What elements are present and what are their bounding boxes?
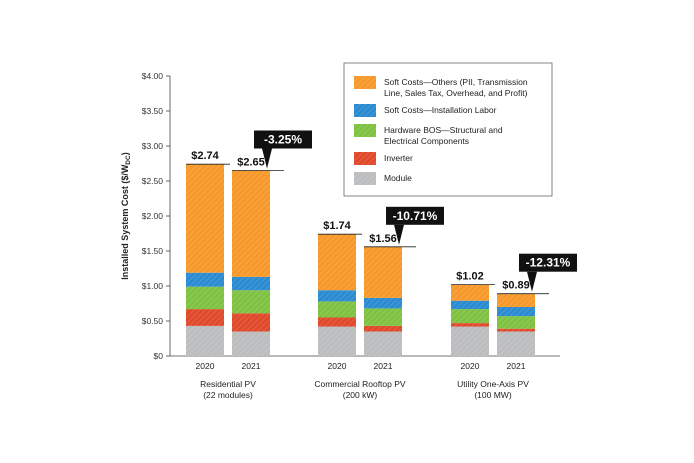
bar-segment-texture xyxy=(497,328,535,332)
bar-segment-texture xyxy=(364,308,402,326)
bar-segment-texture xyxy=(232,290,270,314)
legend-label: Electrical Components xyxy=(384,136,469,146)
legend-swatch-texture xyxy=(354,152,376,165)
legend-label: Soft Costs—Others (PII, Transmission xyxy=(384,77,528,87)
category-label: Commercial Rooftop PV xyxy=(314,379,406,389)
legend-swatch-texture xyxy=(354,124,376,137)
legend-swatch-texture xyxy=(354,172,376,185)
category-sublabel: (100 MW) xyxy=(474,390,511,400)
bar-segment-texture xyxy=(318,301,356,318)
bar-segment-texture xyxy=(186,272,224,287)
bar-year-label: 2020 xyxy=(328,361,347,371)
legend-label: Hardware BOS—Structural and xyxy=(384,125,503,135)
y-axis-label: Installed System Cost ($/WDC) xyxy=(120,152,132,279)
bar-segment-texture xyxy=(186,325,224,356)
change-badge-pointer xyxy=(527,271,537,292)
bar-segment-texture xyxy=(497,331,535,356)
legend-label: Line, Sales Tax, Overhead, and Profit) xyxy=(384,88,528,98)
y-tick-label: $1.50 xyxy=(142,246,164,256)
change-badge-pointer xyxy=(262,148,272,169)
legend-label: Module xyxy=(384,173,412,183)
bar-segment-texture xyxy=(186,286,224,310)
bar-segment-texture xyxy=(186,164,224,273)
bar-segment-texture xyxy=(497,307,535,317)
bar-segment-texture xyxy=(451,323,489,327)
bar-segment-texture xyxy=(232,313,270,332)
legend: Soft Costs—Others (PII, TransmissionLine… xyxy=(343,62,553,197)
legend-swatch-texture xyxy=(354,104,376,117)
legend-label: Soft Costs—Installation Labor xyxy=(384,105,497,115)
bar-segment-texture xyxy=(364,325,402,332)
bar-segment-texture xyxy=(497,293,535,307)
change-badge xyxy=(254,130,312,149)
bar-total-label: $1.56 xyxy=(369,233,397,245)
bar-segment-texture xyxy=(232,276,270,291)
bar-segment-texture xyxy=(318,326,356,356)
bar-year-label: 2021 xyxy=(507,361,526,371)
y-tick-label: $2.00 xyxy=(142,211,164,221)
bar-segment-texture xyxy=(186,309,224,326)
change-badge xyxy=(386,206,444,225)
bar-total-label: $0.89 xyxy=(502,280,530,292)
category-sublabel: (200 kW) xyxy=(343,390,378,400)
bar-total-label: $1.74 xyxy=(323,220,351,232)
bars-layer xyxy=(186,164,535,356)
bar-segment-texture xyxy=(451,300,489,310)
category-label: Utility One-Axis PV xyxy=(457,379,529,389)
bar-total-label: $1.02 xyxy=(456,271,484,283)
change-percent-label: -3.25% xyxy=(264,133,302,147)
bar-segment-texture xyxy=(232,331,270,356)
y-tick-label: $2.50 xyxy=(142,176,164,186)
y-tick-label: $0 xyxy=(154,351,164,361)
change-badge xyxy=(519,253,577,272)
bar-total-label: $2.65 xyxy=(237,157,265,169)
bar-segment-texture xyxy=(364,331,402,356)
change-badge-pointer xyxy=(394,224,404,245)
legend-box xyxy=(343,62,553,197)
change-percent-label: -12.31% xyxy=(526,256,571,270)
legend-swatch-texture xyxy=(354,76,376,89)
y-tick-label: $3.00 xyxy=(142,141,164,151)
legend-label: Inverter xyxy=(384,153,413,163)
bar-segment-texture xyxy=(318,290,356,302)
y-tick-label: $3.50 xyxy=(142,106,164,116)
bar-segment-texture xyxy=(364,297,402,309)
change-percent-label: -10.71% xyxy=(393,209,438,223)
bar-year-label: 2020 xyxy=(196,361,215,371)
bar-segment-texture xyxy=(497,316,535,329)
y-tick-label: $0.50 xyxy=(142,316,164,326)
bar-segment-texture xyxy=(364,246,402,298)
bar-segment-texture xyxy=(451,326,489,356)
category-sublabel: (22 modules) xyxy=(203,390,253,400)
bar-segment-texture xyxy=(318,317,356,327)
bar-segment-texture xyxy=(451,309,489,324)
bar-year-label: 2021 xyxy=(242,361,261,371)
bar-segment-texture xyxy=(232,170,270,277)
y-tick-label: $4.00 xyxy=(142,71,164,81)
bar-year-label: 2021 xyxy=(374,361,393,371)
bar-total-label: $2.74 xyxy=(191,150,219,162)
bar-segment-texture xyxy=(451,284,489,301)
bar-segment-texture xyxy=(318,234,356,291)
y-tick-label: $1.00 xyxy=(142,281,164,291)
category-label: Residential PV xyxy=(200,379,256,389)
bar-year-label: 2020 xyxy=(461,361,480,371)
